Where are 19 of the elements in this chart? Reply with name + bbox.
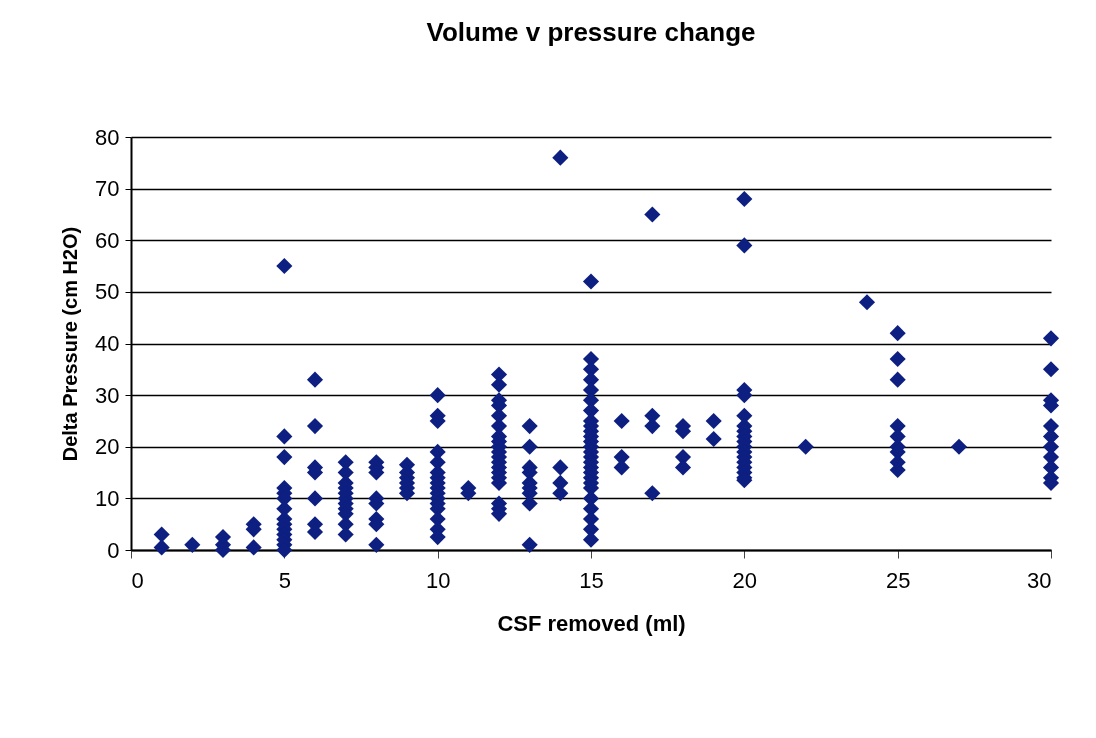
y-tick-label: 50 [95, 279, 120, 305]
y-axis-title: Delta Pressure (cm H2O) [59, 226, 82, 462]
x-tick-label: 30 [1027, 567, 1052, 593]
x-tick-label: 25 [885, 567, 911, 593]
x-tick-label: 10 [425, 567, 451, 593]
y-tick-label: 80 [95, 124, 120, 150]
x-tick-label: 15 [579, 567, 604, 593]
y-tick-label: 10 [95, 485, 120, 511]
y-tick-label: 70 [95, 176, 120, 202]
x-axis-title: CSF removed (ml) [497, 610, 686, 636]
y-tick-label: 0 [107, 537, 120, 563]
chart-title: Volume v pressure change [426, 17, 756, 47]
x-tick-label: 5 [278, 567, 291, 593]
y-tick-label: 30 [95, 382, 120, 408]
x-tick-label: 20 [732, 567, 758, 593]
x-tick-label: 0 [131, 567, 144, 593]
y-tick-label: 20 [95, 434, 120, 460]
y-tick-label: 60 [95, 227, 120, 253]
y-tick-label: 40 [95, 331, 120, 356]
